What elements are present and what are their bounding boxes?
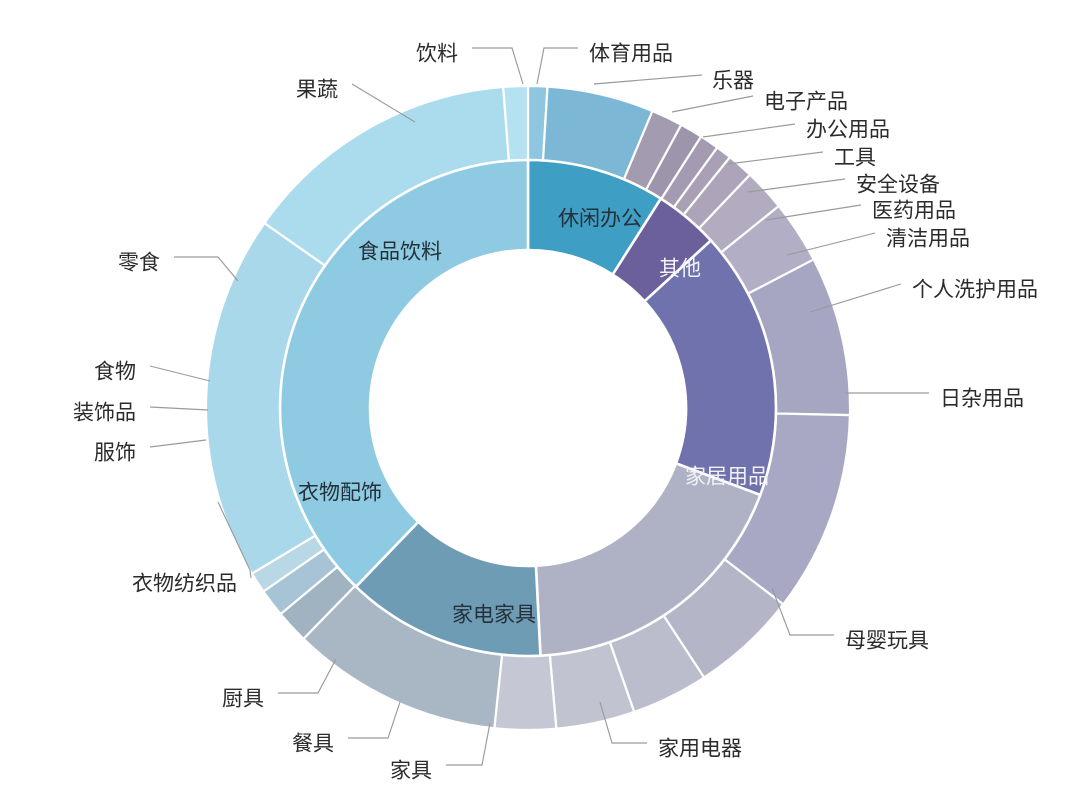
outer-segment-label-16: 衣物纺织品 [132,573,237,596]
outer-segment-label-8: 清洁用品 [886,228,970,251]
leader-line-15 [278,658,337,694]
outer-segment-label-14: 餐具 [292,733,334,756]
segment-inner-5[interactable] [278,158,530,589]
leader-line-18 [149,406,209,411]
leader-line-16 [217,501,252,579]
leader-line-19 [149,365,211,382]
outer-segment-label-13: 家具 [390,760,432,783]
leader-line-1 [536,47,578,85]
leader-line-9 [809,283,902,313]
outer-segment-label-17: 服饰 [94,442,136,465]
inner-segment-label-1: 其他 [659,258,701,281]
inner-segment-label-4: 衣物配饰 [298,482,382,505]
outer-segment-label-11: 母婴玩具 [845,630,929,653]
leader-line-14 [348,701,401,739]
leader-lines-group [149,47,929,766]
inner-segment-label-0: 休闲办公 [558,208,642,231]
segment-outer-14[interactable] [493,653,558,732]
leader-line-11 [771,587,834,636]
outer-ring-group [204,84,852,732]
outer-segment-label-19: 食物 [94,361,136,384]
outer-segment-label-3: 电子产品 [764,91,848,114]
leader-line-13 [446,722,491,766]
outer-segment-label-2: 乐器 [712,70,754,93]
leader-line-7 [765,204,862,221]
leader-line-0 [472,47,524,85]
leader-line-5 [727,151,824,165]
outer-segment-label-0: 饮料 [416,43,458,66]
outer-segment-label-21: 果蔬 [296,79,338,102]
leader-line-20 [174,256,239,282]
outer-labels-group: 饮料 体育用品乐器电子产品办公用品工具安全设备医药用品清洁用品个人洗护用品日杂用品… [73,43,1038,783]
outer-segment-label-9: 个人洗护用品 [912,279,1038,302]
outer-segment-label-6: 安全设备 [856,174,940,197]
leader-line-3 [671,95,754,113]
leader-line-12 [599,701,647,744]
outer-segment-label-1: 体育用品 [589,43,673,66]
outer-segment-label-7: 医药用品 [872,200,956,223]
outer-segment-label-5: 工具 [834,147,876,170]
outer-segment-label-20: 零食 [118,252,160,275]
leader-line-4 [702,123,796,138]
inner-segment-label-2: 家居用品 [685,466,769,489]
outer-segment-label-4: 办公用品 [806,119,890,142]
outer-segment-label-10: 日杂用品 [940,388,1024,411]
leader-line-2 [593,74,703,85]
inner-segment-label-5: 食品饮料 [358,241,442,264]
leader-line-8 [786,232,876,256]
outer-segment-label-12: 家用电器 [658,738,742,761]
inner-ring-group [278,158,778,658]
leader-line-21 [351,83,416,123]
leader-line-17 [149,439,207,448]
outer-segment-label-15: 厨具 [222,688,264,711]
leader-line-6 [747,178,846,193]
outer-segment-label-18: 装饰品 [73,402,136,425]
inner-segment-label-3: 家电家具 [452,604,536,627]
